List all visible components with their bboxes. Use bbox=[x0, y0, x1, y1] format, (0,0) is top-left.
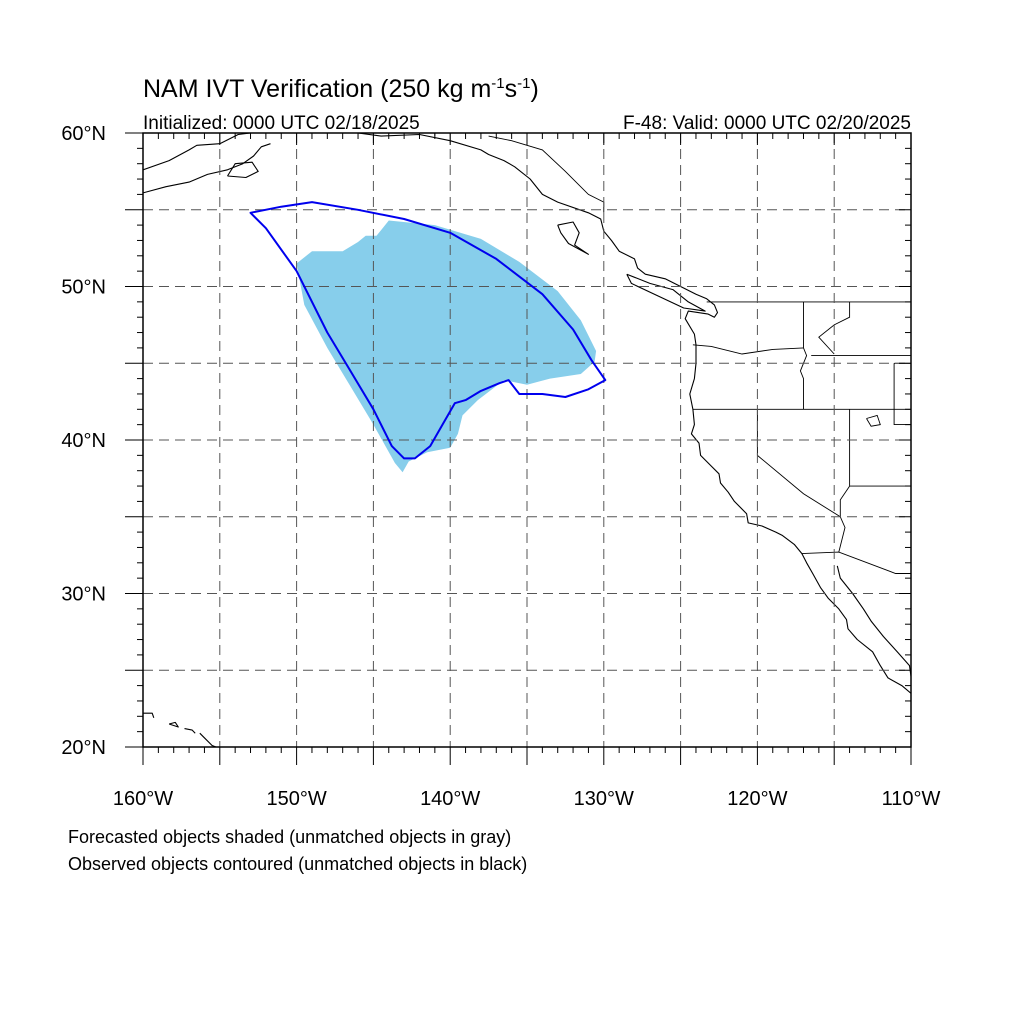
valid-time: F-48: Valid: 0000 UTC 02/20/2025 bbox=[623, 113, 911, 134]
footer-forecast-note: Forecasted objects shaded (unmatched obj… bbox=[68, 827, 511, 847]
lon-tick-label: 130°W bbox=[574, 788, 634, 810]
axis-label-layer: 160°W 150°W 140°W 130°W 120°W 110°W 60°N 50°N 40… bbox=[61, 123, 940, 810]
coastline bbox=[557, 221, 589, 255]
lat-tick-label: 20°N bbox=[61, 737, 106, 759]
coastline bbox=[227, 161, 259, 179]
lat-tick-label: 60°N bbox=[61, 123, 106, 145]
coastline bbox=[836, 565, 911, 677]
political-border bbox=[692, 344, 804, 355]
political-border bbox=[838, 409, 851, 553]
lat-tick-label: 50°N bbox=[61, 277, 106, 299]
map-title: NAM IVT Verification (250 kg m-1s-1) bbox=[143, 75, 539, 103]
forecast-object bbox=[296, 220, 597, 473]
lon-tick-label: 160°W bbox=[113, 788, 173, 810]
coastline bbox=[143, 712, 155, 718]
lon-tick-label: 150°W bbox=[266, 788, 326, 810]
footer-observed-note: Observed objects contoured (unmatched ob… bbox=[68, 854, 527, 874]
lon-tick-label: 110°W bbox=[882, 788, 941, 810]
political-border bbox=[756, 409, 841, 518]
forecast-object-layer bbox=[296, 220, 597, 473]
coastline bbox=[199, 732, 218, 747]
coastline bbox=[626, 273, 706, 312]
political-border bbox=[799, 301, 808, 410]
lon-tick-label: 140°W bbox=[420, 788, 480, 810]
coastline bbox=[184, 728, 196, 734]
coastline bbox=[168, 721, 179, 728]
lat-tick-label: 40°N bbox=[61, 430, 106, 452]
coastline bbox=[143, 143, 271, 194]
observed-object-layer bbox=[249, 201, 607, 460]
lat-tick-label: 30°N bbox=[61, 584, 106, 606]
coastline bbox=[143, 133, 251, 171]
political-border bbox=[488, 135, 605, 213]
observed-object-contour bbox=[249, 201, 607, 460]
political-border bbox=[801, 551, 911, 574]
lake-outline bbox=[866, 414, 881, 427]
political-border bbox=[818, 301, 851, 355]
initialized-time: Initialized: 0000 UTC 02/18/2025 bbox=[143, 113, 420, 134]
axis-tick-layer bbox=[125, 132, 912, 765]
gridline-layer bbox=[143, 133, 911, 747]
lon-tick-label: 120°W bbox=[727, 788, 787, 810]
